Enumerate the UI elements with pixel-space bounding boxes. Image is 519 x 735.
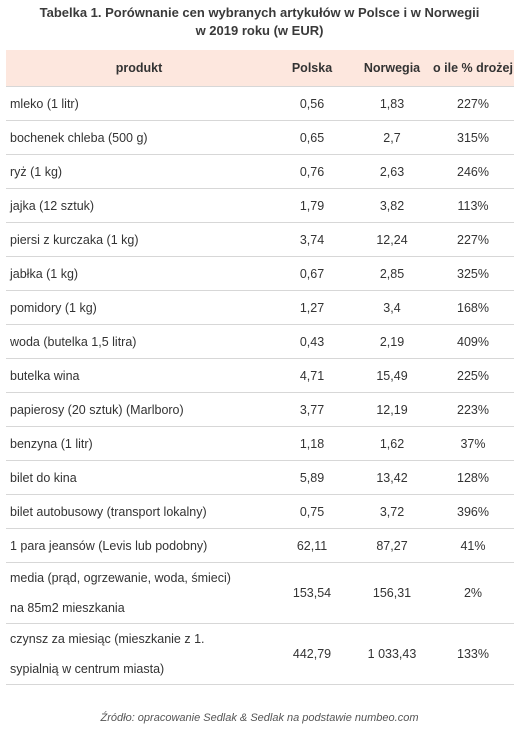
norway-price-cell: 87,27 bbox=[352, 528, 432, 563]
poland-price-cell: 1,27 bbox=[272, 290, 352, 325]
poland-price-cell: 62,11 bbox=[272, 528, 352, 563]
percent-more-cell: 128% bbox=[432, 460, 514, 495]
norway-price-cell: 156,31 bbox=[352, 562, 432, 624]
poland-price-cell: 1,79 bbox=[272, 188, 352, 223]
norway-price-cell: 12,19 bbox=[352, 392, 432, 427]
norway-price-cell: 15,49 bbox=[352, 358, 432, 393]
table-row: butelka wina 4,71 15,49 225% bbox=[6, 358, 514, 393]
header-product: produkt bbox=[6, 50, 272, 87]
norway-price-cell: 2,7 bbox=[352, 120, 432, 155]
norway-price-cell: 2,63 bbox=[352, 154, 432, 189]
table-row: czynsz za miesiąc (mieszkanie z 1. sypia… bbox=[6, 623, 514, 685]
percent-more-cell: 223% bbox=[432, 392, 514, 427]
norway-price-cell: 12,24 bbox=[352, 222, 432, 257]
percent-more-cell: 168% bbox=[432, 290, 514, 325]
table-title-line2: w 2019 roku (w EUR) bbox=[195, 23, 324, 38]
poland-price-cell: 153,54 bbox=[272, 562, 352, 624]
product-cell: jabłka (1 kg) bbox=[6, 256, 272, 291]
product-cell: bilet do kina bbox=[6, 460, 272, 495]
percent-more-cell: 396% bbox=[432, 494, 514, 529]
table-row: bilet do kina 5,89 13,42 128% bbox=[6, 460, 514, 495]
percent-more-cell: 113% bbox=[432, 188, 514, 223]
product-cell: papierosy (20 sztuk) (Marlboro) bbox=[6, 392, 272, 427]
table-row: 1 para jeansów (Levis lub podobny) 62,11… bbox=[6, 528, 514, 563]
table-row: benzyna (1 litr) 1,18 1,62 37% bbox=[6, 426, 514, 461]
product-cell: benzyna (1 litr) bbox=[6, 426, 272, 461]
percent-more-cell: 227% bbox=[432, 222, 514, 257]
poland-price-cell: 3,77 bbox=[272, 392, 352, 427]
table-row: media (prąd, ogrzewanie, woda, śmieci) n… bbox=[6, 562, 514, 624]
norway-price-cell: 3,72 bbox=[352, 494, 432, 529]
product-cell: bochenek chleba (500 g) bbox=[6, 120, 272, 155]
poland-price-cell: 0,56 bbox=[272, 86, 352, 121]
norway-price-cell: 1 033,43 bbox=[352, 623, 432, 685]
norway-price-cell: 3,4 bbox=[352, 290, 432, 325]
percent-more-cell: 41% bbox=[432, 528, 514, 563]
poland-price-cell: 0,43 bbox=[272, 324, 352, 359]
norway-price-cell: 1,83 bbox=[352, 86, 432, 121]
product-cell: ryż (1 kg) bbox=[6, 154, 272, 189]
header-norway: Norwegia bbox=[352, 50, 432, 87]
percent-more-cell: 409% bbox=[432, 324, 514, 359]
price-comparison-table: produkt Polska Norwegia o ile % drożej m… bbox=[6, 50, 514, 685]
table-row: jajka (12 sztuk) 1,79 3,82 113% bbox=[6, 188, 514, 223]
table-row: jabłka (1 kg) 0,67 2,85 325% bbox=[6, 256, 514, 291]
poland-price-cell: 4,71 bbox=[272, 358, 352, 393]
poland-price-cell: 1,18 bbox=[272, 426, 352, 461]
percent-more-cell: 133% bbox=[432, 623, 514, 685]
product-cell: bilet autobusowy (transport lokalny) bbox=[6, 494, 272, 529]
product-cell: woda (butelka 1,5 litra) bbox=[6, 324, 272, 359]
table-row: papierosy (20 sztuk) (Marlboro) 3,77 12,… bbox=[6, 392, 514, 427]
table-row: pomidory (1 kg) 1,27 3,4 168% bbox=[6, 290, 514, 325]
norway-price-cell: 13,42 bbox=[352, 460, 432, 495]
table-row: piersi z kurczaka (1 kg) 3,74 12,24 227% bbox=[6, 222, 514, 257]
table-row: ryż (1 kg) 0,76 2,63 246% bbox=[6, 154, 514, 189]
source-note: Źródło: opracowanie Sedlak & Sedlak na p… bbox=[100, 712, 419, 724]
table-row: bochenek chleba (500 g) 0,65 2,7 315% bbox=[6, 120, 514, 155]
product-cell: piersi z kurczaka (1 kg) bbox=[6, 222, 272, 257]
header-percent-more: o ile % drożej bbox=[432, 50, 514, 87]
product-line: czynsz za miesiąc (mieszkanie z 1. bbox=[10, 632, 205, 646]
table-row: bilet autobusowy (transport lokalny) 0,7… bbox=[6, 494, 514, 529]
poland-price-cell: 0,67 bbox=[272, 256, 352, 291]
norway-price-cell: 2,19 bbox=[352, 324, 432, 359]
product-cell: 1 para jeansów (Levis lub podobny) bbox=[6, 528, 272, 563]
table-title-line1: Tabelka 1. Porównanie cen wybranych arty… bbox=[39, 5, 480, 20]
table-row: mleko (1 litr) 0,56 1,83 227% bbox=[6, 86, 514, 121]
product-cell: czynsz za miesiąc (mieszkanie z 1. sypia… bbox=[6, 623, 272, 685]
product-cell: jajka (12 sztuk) bbox=[6, 188, 272, 223]
product-cell: pomidory (1 kg) bbox=[6, 290, 272, 325]
poland-price-cell: 0,76 bbox=[272, 154, 352, 189]
percent-more-cell: 225% bbox=[432, 358, 514, 393]
norway-price-cell: 1,62 bbox=[352, 426, 432, 461]
percent-more-cell: 325% bbox=[432, 256, 514, 291]
poland-price-cell: 0,75 bbox=[272, 494, 352, 529]
product-cell: mleko (1 litr) bbox=[6, 86, 272, 121]
table-row: woda (butelka 1,5 litra) 0,43 2,19 409% bbox=[6, 324, 514, 359]
poland-price-cell: 442,79 bbox=[272, 623, 352, 685]
product-cell: media (prąd, ogrzewanie, woda, śmieci) n… bbox=[6, 562, 272, 624]
product-cell: butelka wina bbox=[6, 358, 272, 393]
percent-more-cell: 37% bbox=[432, 426, 514, 461]
norway-price-cell: 2,85 bbox=[352, 256, 432, 291]
header-poland: Polska bbox=[272, 50, 352, 87]
poland-price-cell: 5,89 bbox=[272, 460, 352, 495]
product-line: sypialnią w centrum miasta) bbox=[10, 662, 165, 676]
percent-more-cell: 315% bbox=[432, 120, 514, 155]
product-line: media (prąd, ogrzewanie, woda, śmieci) bbox=[10, 571, 231, 585]
table-title: Tabelka 1. Porównanie cen wybranych arty… bbox=[0, 4, 519, 40]
percent-more-cell: 2% bbox=[432, 562, 514, 624]
percent-more-cell: 246% bbox=[432, 154, 514, 189]
poland-price-cell: 3,74 bbox=[272, 222, 352, 257]
percent-more-cell: 227% bbox=[432, 86, 514, 121]
table-header-row: produkt Polska Norwegia o ile % drożej bbox=[6, 50, 514, 87]
poland-price-cell: 0,65 bbox=[272, 120, 352, 155]
norway-price-cell: 3,82 bbox=[352, 188, 432, 223]
product-line: na 85m2 mieszkania bbox=[10, 601, 125, 615]
